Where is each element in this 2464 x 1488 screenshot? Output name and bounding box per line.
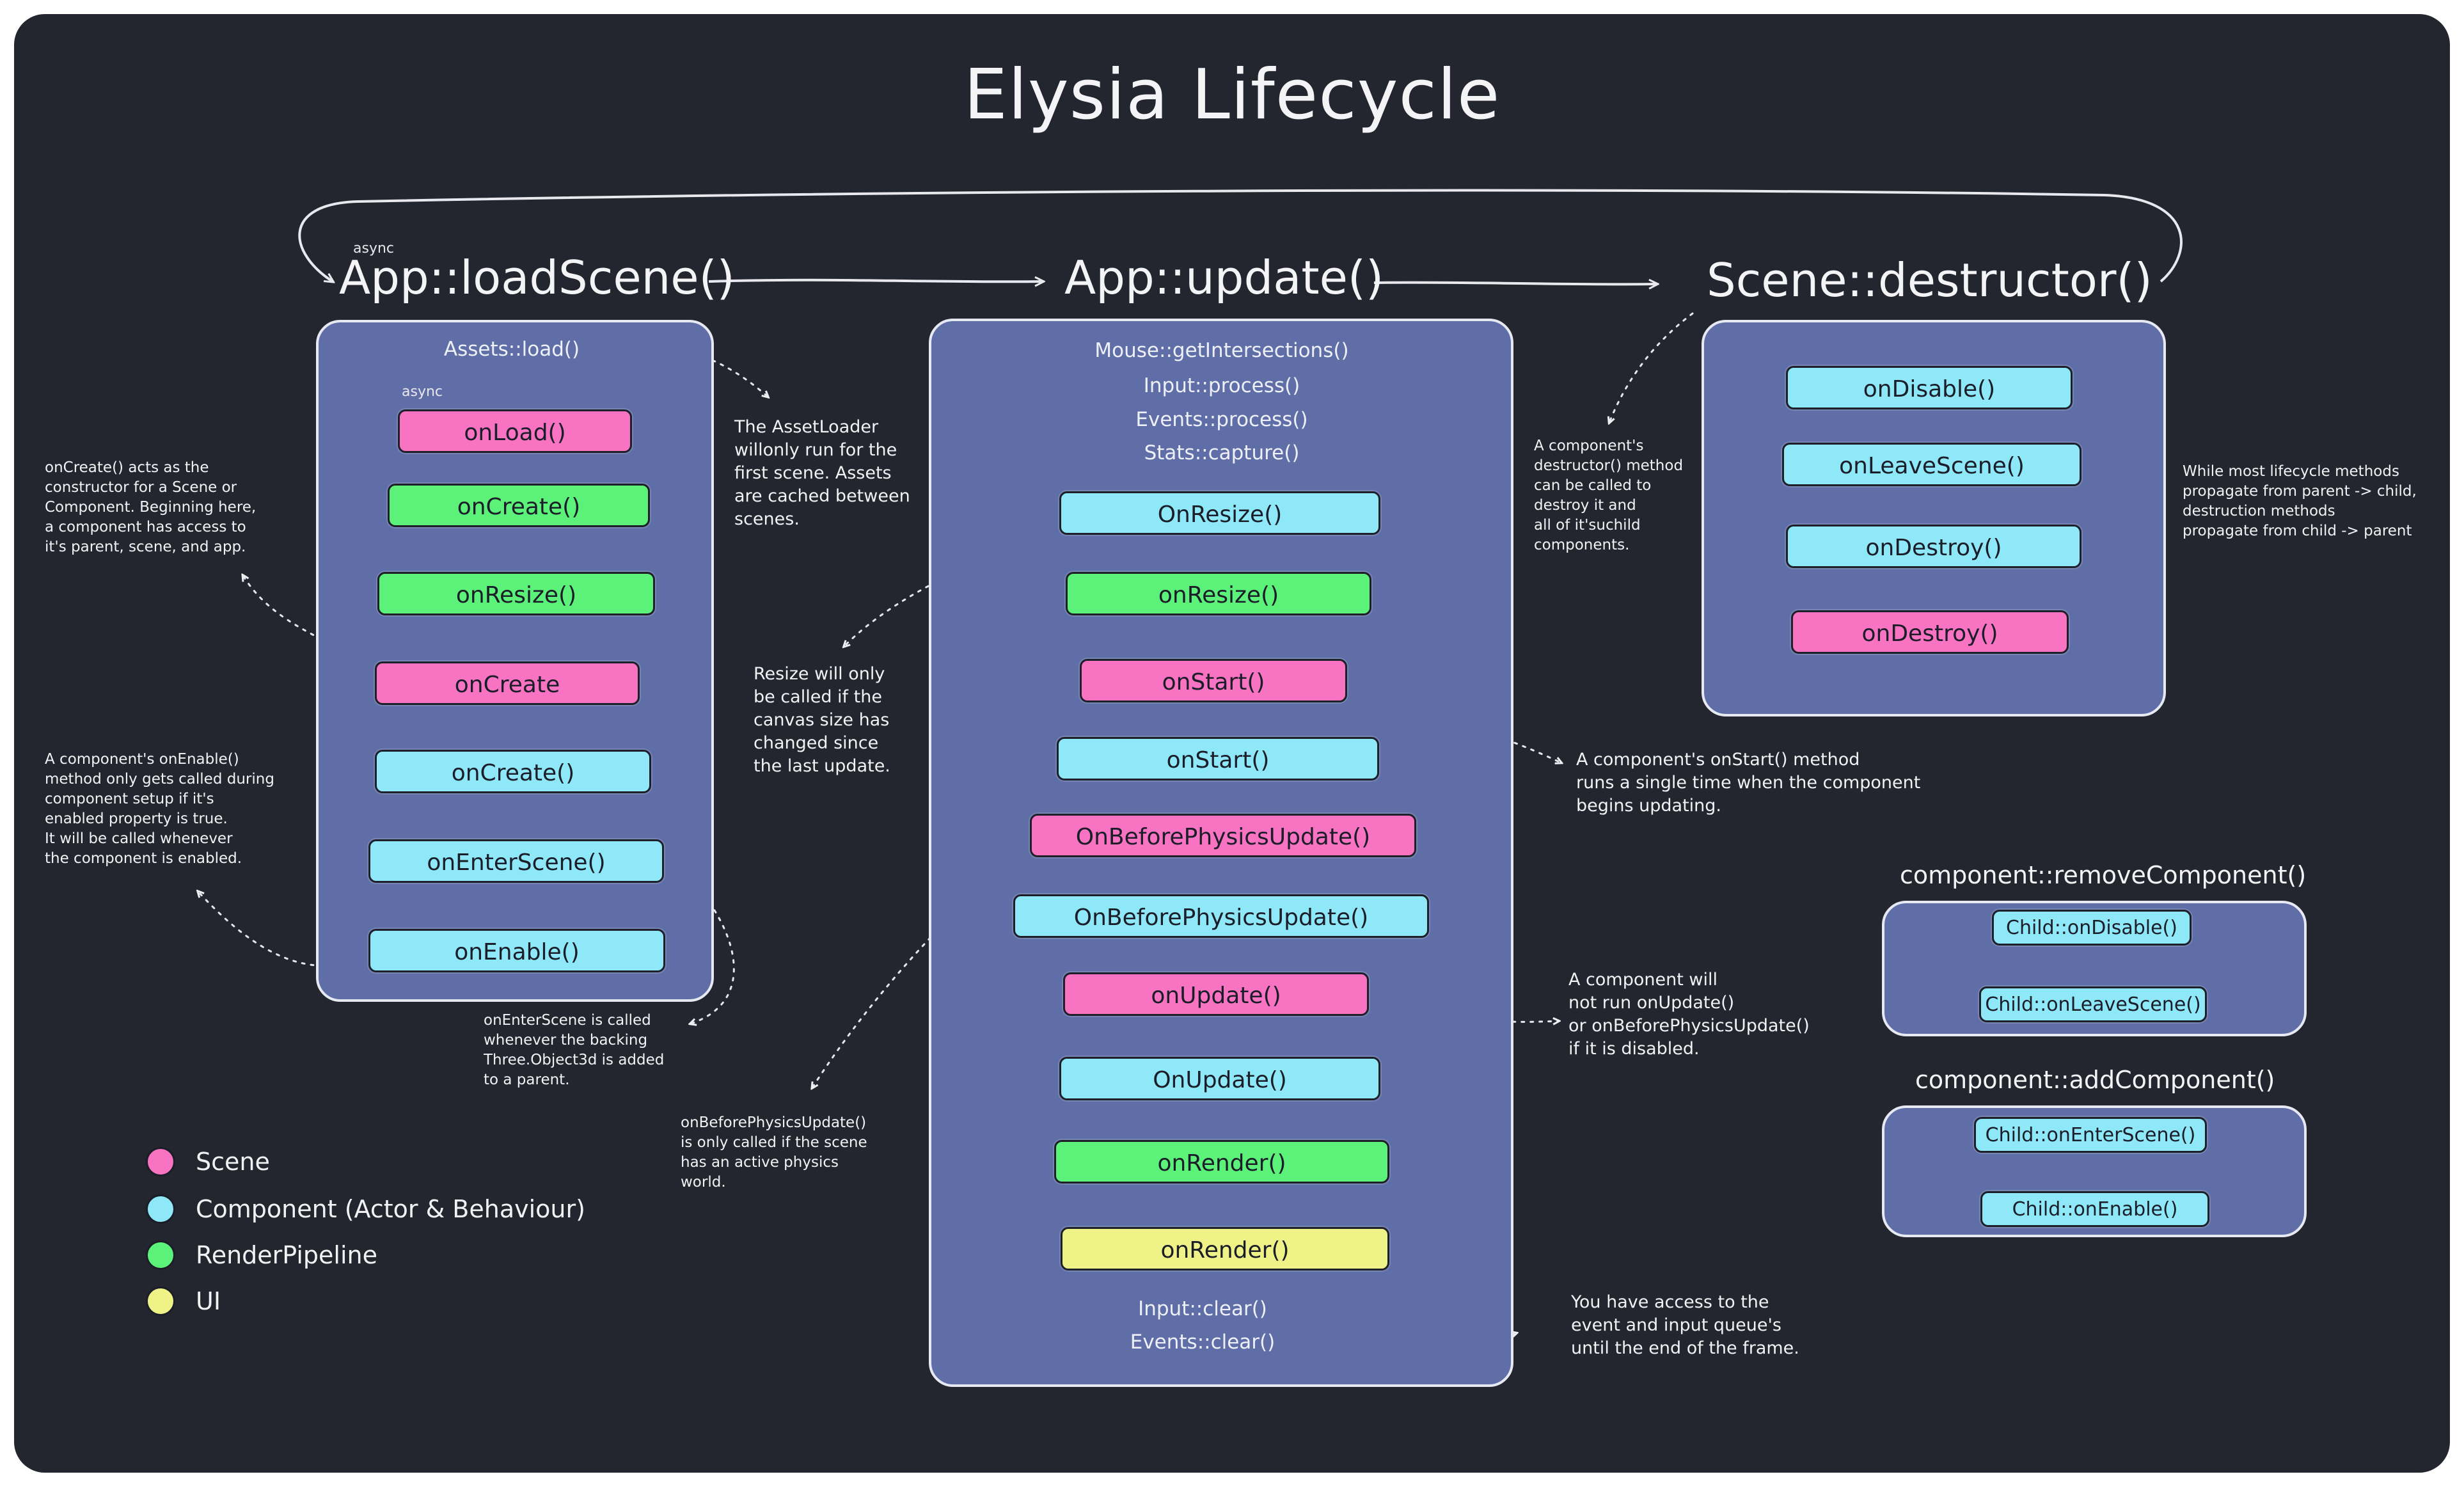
ondestroy-scene-node: onDestroy() bbox=[1791, 610, 2069, 654]
legend-label-renderpipeline: RenderPipeline bbox=[196, 1241, 377, 1269]
destructor-heading: Scene::destructor() bbox=[1707, 253, 2152, 307]
mouse-intersections-step: Mouse::getIntersections() bbox=[1094, 339, 1349, 362]
diagram-title: Elysia Lifecycle bbox=[963, 55, 1501, 135]
input-process-step: Input::process() bbox=[1143, 374, 1300, 397]
onrender-ui-node: onRender() bbox=[1061, 1227, 1389, 1270]
note-resize: Resize will only be called if the canvas… bbox=[754, 664, 890, 776]
remove-component-heading: component::removeComponent() bbox=[1900, 861, 2307, 889]
events-process-step: Events::process() bbox=[1135, 408, 1308, 431]
flow-arrow-loop-back bbox=[298, 189, 2183, 281]
onresize-renderpipeline-node: onResize() bbox=[1066, 572, 1371, 615]
note-frame-end: You have access to the event and input q… bbox=[1571, 1292, 1799, 1358]
onenable-component-node: onEnable() bbox=[368, 929, 665, 972]
legend-item-ui: UI bbox=[146, 1283, 221, 1319]
onresize-component-node: OnResize() bbox=[1059, 491, 1380, 535]
onstart-component-node: onStart() bbox=[1057, 737, 1379, 780]
oncreate-renderpipeline-node: onCreate() bbox=[388, 484, 650, 527]
update-heading: App::update() bbox=[1064, 251, 1384, 305]
legend-item-scene: Scene bbox=[146, 1144, 270, 1180]
legend-item-renderpipeline: RenderPipeline bbox=[146, 1237, 377, 1273]
assets-load-step: Assets::load() bbox=[443, 338, 580, 361]
stats-capture-step: Stats::capture() bbox=[1144, 441, 1300, 464]
note-oncreate: onCreate() acts as the constructor for a… bbox=[45, 459, 257, 555]
note-beforephysics: onBeforePhysicsUpdate() is only called i… bbox=[681, 1114, 867, 1191]
oncreate-component-node: onCreate() bbox=[375, 750, 651, 793]
onupdate-component-node: OnUpdate() bbox=[1059, 1057, 1380, 1100]
input-clear-step: Input::clear() bbox=[1138, 1297, 1267, 1320]
flow-arrow-update-to-destroy bbox=[1373, 283, 1657, 285]
note-onstart: A component's onStart() method runs a si… bbox=[1576, 750, 1921, 816]
oncreate-scene-node: onCreate bbox=[375, 661, 640, 705]
onresize-renderpipeline-node: onResize() bbox=[377, 572, 655, 615]
legend-label-ui: UI bbox=[196, 1287, 221, 1315]
onenterscene-component-node: onEnterScene() bbox=[368, 839, 664, 883]
child-onenable-node: Child::onEnable() bbox=[1980, 1191, 2209, 1227]
legend-item-component: Component (Actor & Behaviour) bbox=[146, 1191, 585, 1227]
legend-dot-ui bbox=[146, 1286, 175, 1316]
ondestroy-component-node: onDestroy() bbox=[1786, 525, 2081, 568]
note-onenable: A component's onEnable() method only get… bbox=[45, 751, 274, 867]
legend-label-scene: Scene bbox=[196, 1148, 270, 1176]
legend-dot-renderpipeline bbox=[146, 1240, 175, 1270]
load-async-label: async bbox=[353, 241, 395, 257]
note-onenterscene: onEnterScene is called whenever the back… bbox=[484, 1012, 665, 1088]
note-asset-loader: The AssetLoader willonly run for the fir… bbox=[734, 417, 910, 529]
onstart-scene-node: onStart() bbox=[1080, 659, 1347, 702]
legend-label-component: Component (Actor & Behaviour) bbox=[196, 1195, 585, 1223]
events-clear-step: Events::clear() bbox=[1130, 1331, 1275, 1354]
onbeforephysicsupdate-scene-node: OnBeforePhysicsUpdate() bbox=[1030, 814, 1416, 857]
load-panel-async-label: async bbox=[402, 384, 443, 400]
note-destructor: A component's destructor() method can be… bbox=[1534, 438, 1684, 553]
child-onenterscene-node: Child::onEnterScene() bbox=[1974, 1117, 2207, 1153]
flow-arrow-load-to-update bbox=[708, 280, 1043, 282]
onload-scene-node: onLoad() bbox=[398, 409, 632, 453]
onbeforephysicsupdate-component-node: OnBeforePhysicsUpdate() bbox=[1013, 894, 1429, 938]
add-component-heading: component::addComponent() bbox=[1915, 1066, 2275, 1094]
note-propagation: While most lifecycle methods propagate f… bbox=[2183, 463, 2417, 539]
legend-dot-scene bbox=[146, 1147, 175, 1176]
onrender-renderpipeline-node: onRender() bbox=[1054, 1140, 1389, 1183]
load-scene-heading: App::loadScene() bbox=[339, 251, 735, 305]
child-ondisable-node: Child::onDisable() bbox=[1992, 910, 2192, 946]
onleavescene-component-node: onLeaveScene() bbox=[1782, 443, 2081, 486]
ondisable-component-node: onDisable() bbox=[1786, 366, 2073, 409]
legend-dot-component bbox=[146, 1194, 175, 1224]
onupdate-scene-node: onUpdate() bbox=[1063, 972, 1369, 1016]
note-disabled: A component will not run onUpdate() or o… bbox=[1568, 970, 1810, 1059]
child-onleavescene-node: Child::onLeaveScene() bbox=[1979, 986, 2207, 1022]
